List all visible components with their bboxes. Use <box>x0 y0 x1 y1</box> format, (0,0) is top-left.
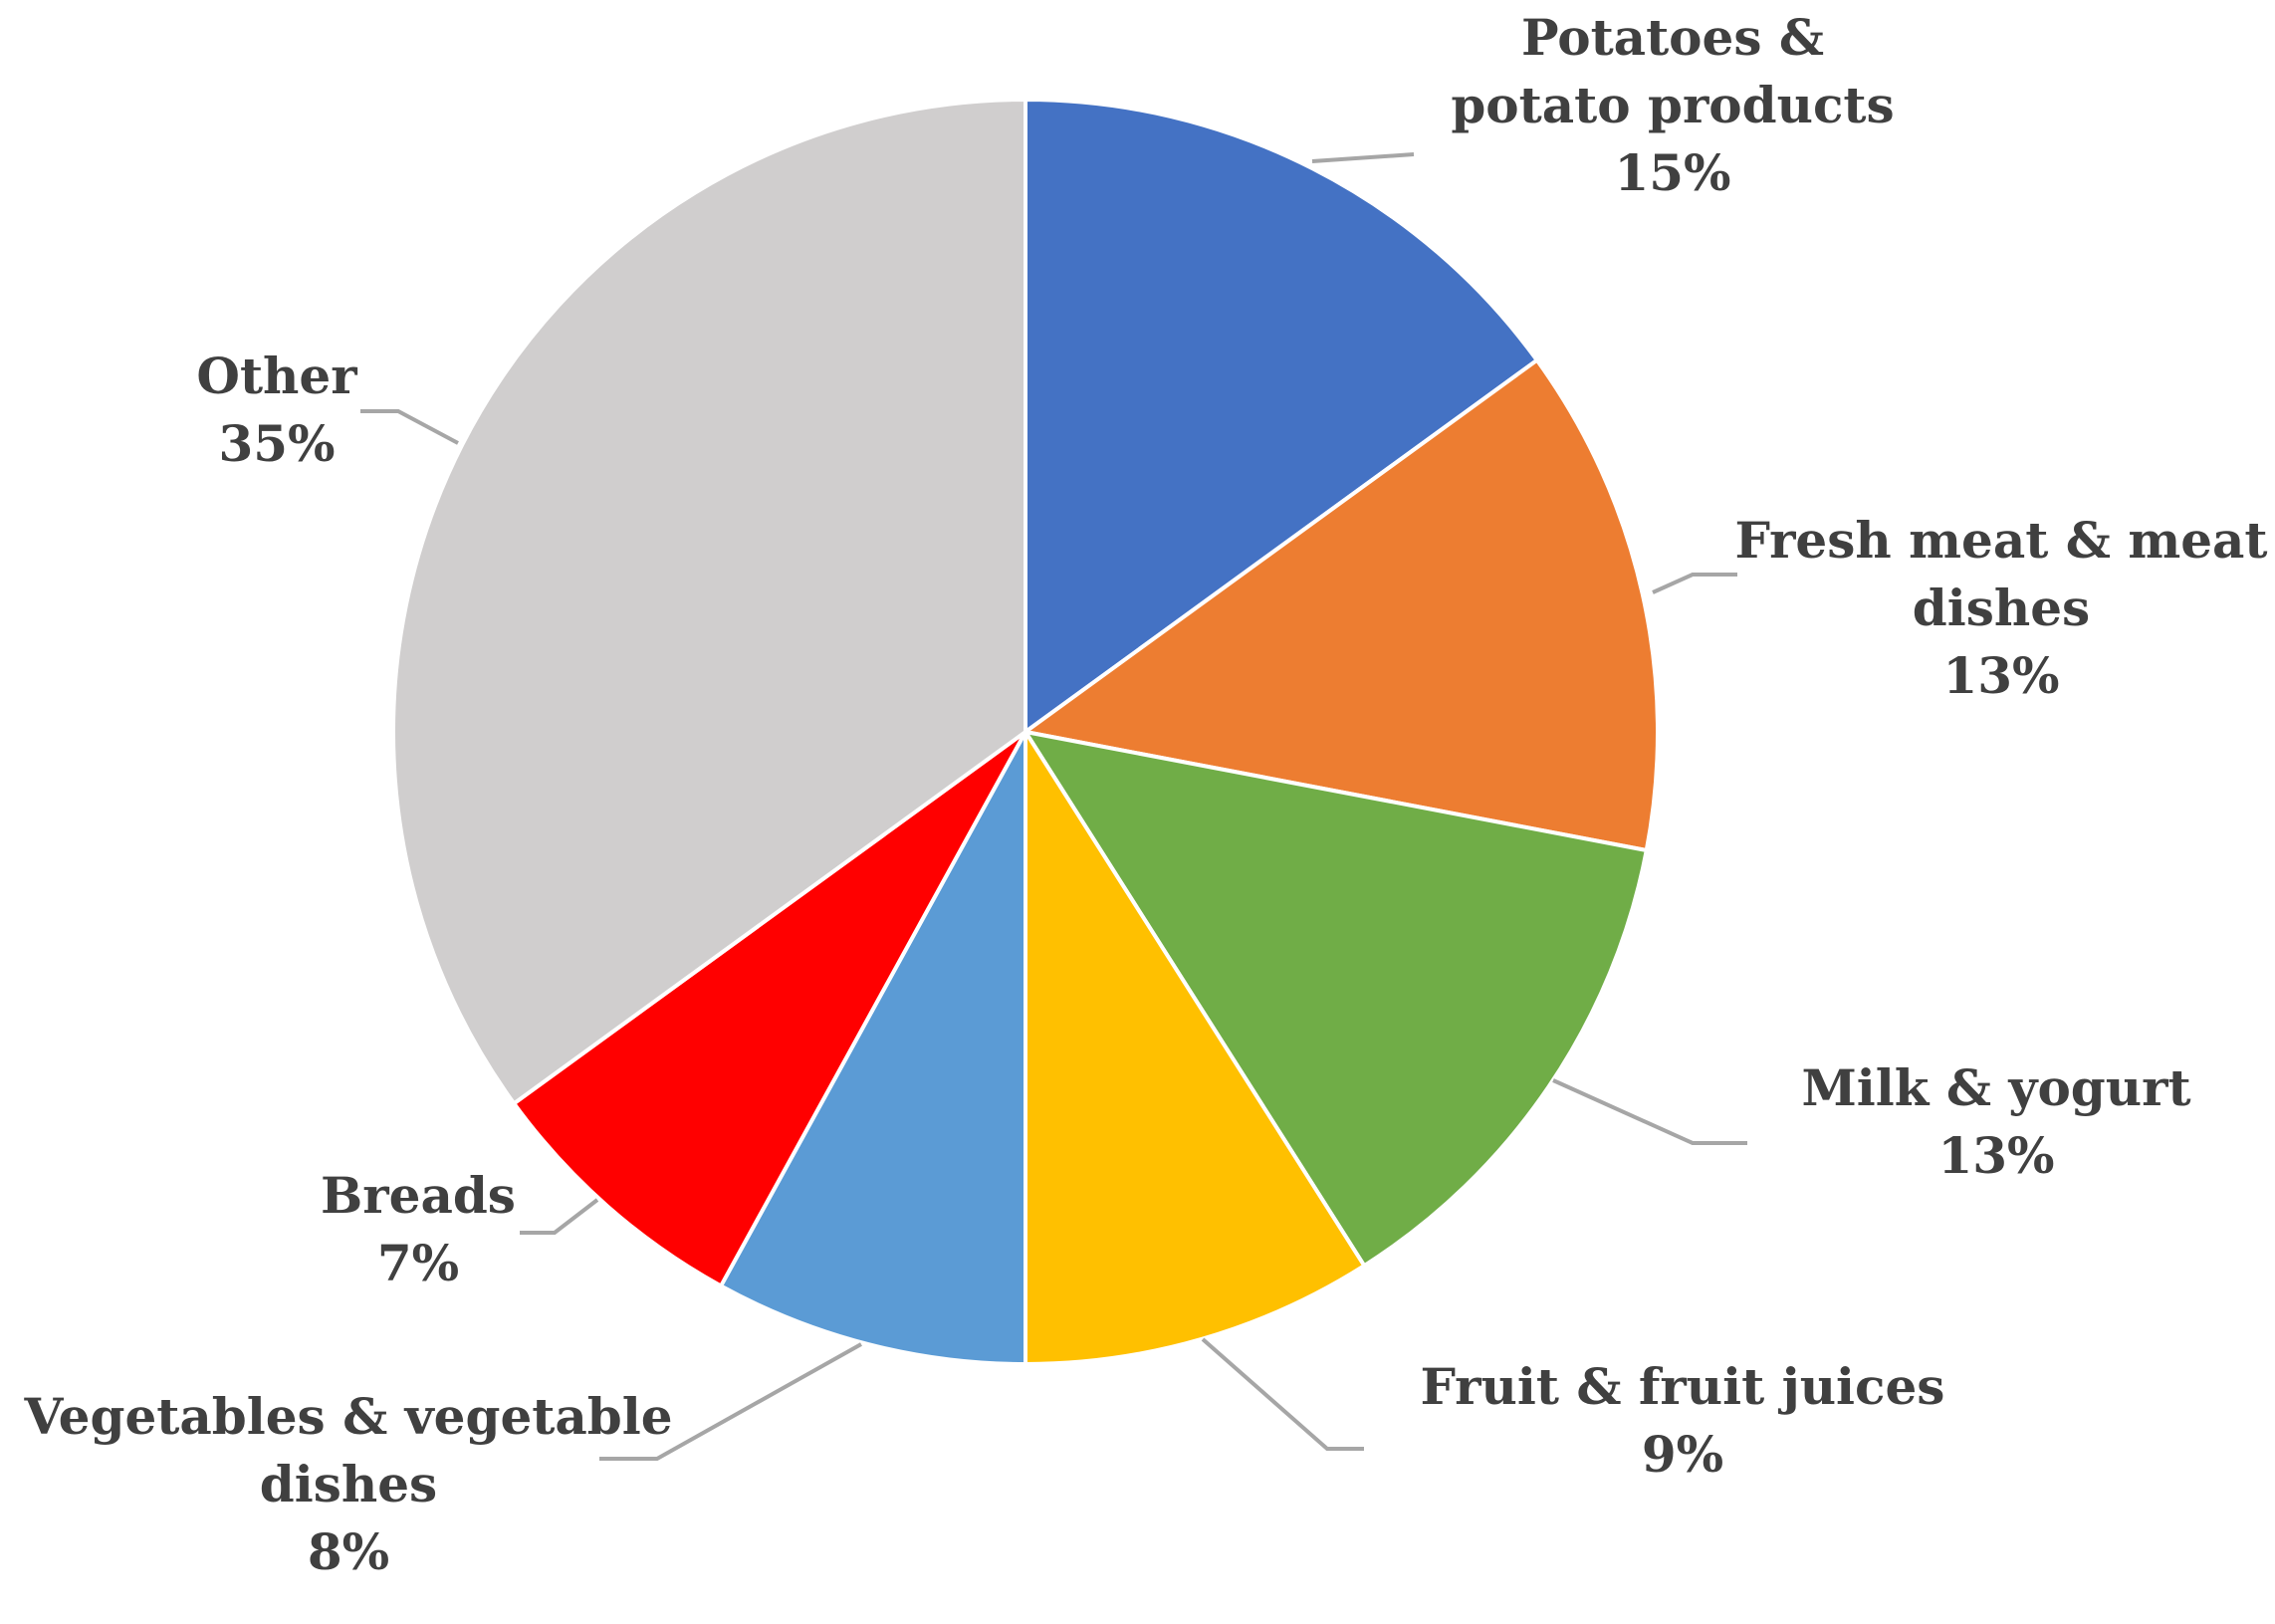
pie-slice <box>718 731 1027 1367</box>
leader-line <box>599 1342 862 1461</box>
leader-line <box>1652 573 1737 594</box>
leader-lines <box>360 152 1747 1461</box>
slice-label: Other 35% <box>196 347 357 473</box>
slice-percent: 8% <box>308 1522 389 1581</box>
pie-slice <box>1024 725 1368 1367</box>
pie-slice <box>391 97 1027 1107</box>
slice-name: potato products <box>1451 76 1894 134</box>
slice-label: Fruit & fruit juices 9% <box>1421 1357 1945 1484</box>
slice-label: Potatoes & potato products 15% <box>1451 8 1894 202</box>
slice-label: Breads 7% <box>321 1166 516 1292</box>
slice-name: dishes <box>260 1455 437 1513</box>
leader-line <box>520 1198 599 1235</box>
slice-name: Breads <box>321 1166 516 1225</box>
pie-slices <box>391 97 1660 1367</box>
slice-percent: 15% <box>1614 143 1730 202</box>
slice-name: Fresh meat & meat <box>1734 511 2267 570</box>
slice-percent: 9% <box>1642 1425 1723 1484</box>
slice-name: Milk & yogurt <box>1801 1058 2190 1117</box>
slice-name: Vegetables & vegetable <box>23 1387 672 1446</box>
slice-name: dishes <box>1913 579 2090 637</box>
slice-label: Vegetables & vegetable dishes 8% <box>23 1387 672 1581</box>
slice-name: Other <box>196 347 357 405</box>
slice-percent: 13% <box>1942 646 2059 705</box>
slice-name: Potatoes & <box>1521 8 1824 67</box>
leader-line <box>1552 1078 1747 1145</box>
slice-percent: 7% <box>377 1234 459 1292</box>
leader-line <box>360 409 459 445</box>
leader-line <box>1311 152 1415 163</box>
pie-slice <box>511 730 1027 1289</box>
leader-line <box>1201 1337 1364 1451</box>
slice-label: Fresh meat & meat dishes 13% <box>1734 511 2267 705</box>
pie-slice <box>1024 97 1540 736</box>
slice-name: Fruit & fruit juices <box>1421 1357 1945 1416</box>
slice-percent: 35% <box>218 414 335 473</box>
slice-percent: 13% <box>1937 1126 2054 1185</box>
pie-slice <box>1021 356 1660 853</box>
slice-label: Milk & yogurt 13% <box>1801 1058 2190 1185</box>
data-labels: Potatoes & potato products 15% Fresh meat &… <box>23 8 2267 1581</box>
pie-slice <box>1021 729 1650 1269</box>
